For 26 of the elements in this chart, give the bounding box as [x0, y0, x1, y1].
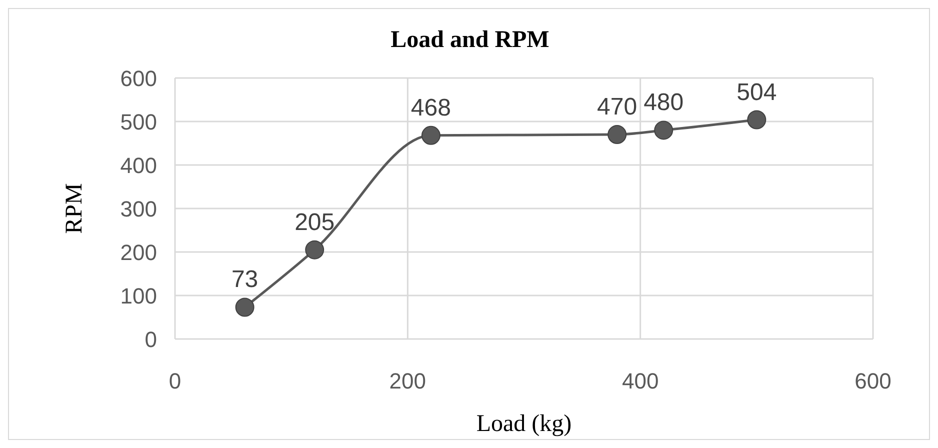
- data-label: 470: [597, 94, 638, 121]
- x-tick-label: 400: [622, 368, 659, 394]
- y-tick-label: 0: [144, 326, 157, 352]
- data-label: 504: [736, 78, 777, 106]
- point: [654, 120, 674, 140]
- point: [608, 125, 627, 144]
- data-label: 73: [231, 266, 258, 294]
- point: [421, 126, 440, 145]
- y-tick-label: 400: [120, 152, 157, 178]
- y-tick-label: 100: [120, 283, 157, 308]
- x-tick-label: 600: [854, 368, 892, 394]
- point: [747, 110, 766, 130]
- x-axis-title: Load (kg): [476, 411, 572, 437]
- y-tick-label: 300: [120, 196, 157, 222]
- data-label: 468: [410, 94, 451, 122]
- x-tick-label: 200: [389, 368, 426, 394]
- y-tick-label: 600: [120, 66, 157, 91]
- point: [305, 240, 324, 260]
- y-tick-label: 500: [120, 109, 157, 134]
- y-axis-title: RPM: [62, 183, 88, 234]
- data-label: 480: [644, 89, 684, 116]
- y-tick-label: 200: [120, 240, 157, 265]
- data-label: 205: [294, 208, 335, 236]
- x-tick-label: 0: [168, 368, 182, 394]
- point: [235, 298, 254, 317]
- chart-title: Load and RPM: [390, 27, 550, 54]
